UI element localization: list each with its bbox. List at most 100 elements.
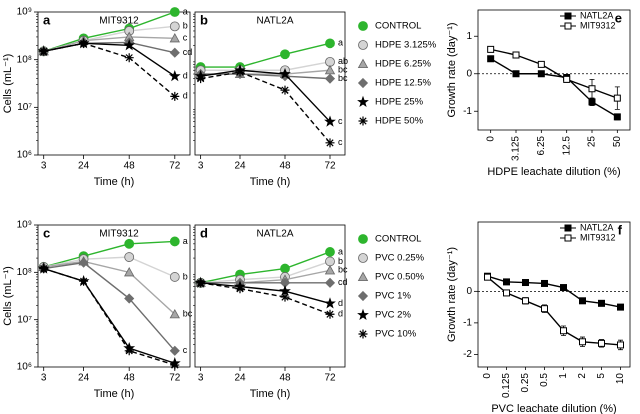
significance-label: bc: [338, 73, 348, 83]
data-point: [325, 247, 335, 257]
significance-label: d: [183, 71, 188, 81]
significance-label: c: [183, 345, 188, 355]
data-point: [588, 85, 596, 93]
data-point: [541, 305, 548, 313]
legend-label: HDPE 12.5%: [375, 78, 432, 89]
data-point: [169, 272, 180, 282]
data-point: [280, 263, 290, 274]
series-line: [200, 282, 331, 315]
y-tick-label: 1: [466, 31, 472, 42]
legend-label: PVC 0.25%: [375, 253, 425, 264]
y-axis-label: Cells (mL⁻¹): [2, 54, 14, 114]
y-tick-label: 10⁹: [17, 220, 32, 231]
data-point: [522, 297, 529, 305]
legend-label: HDPE 6.25%: [375, 59, 432, 70]
panel-title: MIT9312: [99, 229, 139, 240]
significance-label: bc: [338, 265, 348, 275]
y-tick-label: 0: [466, 68, 472, 79]
data-point: [325, 38, 335, 49]
legend-label: HDPE 25%: [375, 97, 424, 108]
panel-label: b: [200, 12, 208, 27]
plot-frame: [194, 224, 346, 368]
data-point: [579, 338, 586, 346]
x-tick-label: 0.125: [501, 373, 512, 398]
series-line: [490, 48, 618, 99]
panel-label: f: [618, 222, 623, 237]
significance-label: b: [183, 271, 188, 281]
data-point: [325, 309, 335, 319]
x-tick-label: 2: [577, 373, 588, 379]
significance-label: b: [183, 21, 188, 31]
y-tick-label: 10⁸: [17, 54, 32, 65]
data-point: [124, 346, 134, 356]
series-line: [43, 42, 176, 97]
x-tick-label: 10: [615, 373, 626, 385]
significance-label: cd: [338, 277, 348, 287]
data-point: [124, 238, 135, 249]
data-point: [280, 292, 290, 302]
y-tick-label: 10⁷: [17, 314, 32, 325]
series-line: [43, 260, 176, 315]
data-point: [169, 33, 180, 43]
series-line: [200, 71, 331, 144]
legend-label: MIT9312: [580, 20, 616, 30]
x-tick-label: 72: [324, 373, 336, 384]
y-tick-label: -1: [463, 318, 472, 329]
legend-marker: [358, 40, 368, 50]
series-line: [200, 69, 331, 123]
legend-label: HDPE 3.125%: [375, 40, 437, 51]
legend-marker: [358, 116, 368, 126]
data-point: [598, 339, 605, 347]
panel-label: a: [43, 12, 51, 27]
data-point: [324, 297, 336, 309]
data-point: [324, 277, 336, 288]
x-axis-label: Time (h): [94, 176, 135, 188]
panel-label: d: [200, 225, 208, 240]
series-line: [490, 58, 618, 118]
y-tick-label: -2: [463, 349, 472, 360]
significance-label: cd: [183, 47, 193, 57]
panel-label: e: [615, 10, 622, 25]
data-point: [487, 55, 495, 63]
data-point: [279, 67, 291, 80]
y-axis-label: Growth rate (day⁻¹): [446, 22, 458, 117]
data-point: [124, 53, 134, 63]
data-point: [124, 267, 135, 277]
significance-label: a: [338, 38, 343, 48]
x-tick-label: 1: [558, 373, 569, 379]
x-tick-label: 48: [279, 373, 291, 384]
legend-label: PVC 10%: [375, 329, 417, 340]
data-point: [123, 39, 136, 51]
legend-marker: [358, 253, 368, 263]
plot-frame: [477, 9, 631, 131]
series-line: [200, 42, 331, 68]
data-point: [484, 273, 491, 281]
significance-label: ab: [338, 56, 348, 66]
y-tick-label: -1: [463, 106, 472, 117]
data-point: [512, 70, 520, 78]
x-tick-label: 3: [198, 373, 204, 384]
legend-label: PVC 2%: [375, 310, 411, 321]
significance-label: d: [183, 91, 188, 101]
series-line: [200, 251, 331, 284]
data-point: [280, 85, 290, 95]
significance-label: a: [183, 6, 188, 16]
data-point: [124, 293, 135, 304]
significance-label: d: [338, 298, 343, 308]
significance-label: a: [183, 236, 188, 246]
data-point: [78, 257, 89, 268]
data-point: [196, 278, 206, 288]
x-tick-label: 72: [169, 161, 181, 172]
significance-label: b: [338, 256, 343, 266]
data-point: [598, 299, 605, 307]
x-axis-label: Time (h): [250, 388, 291, 400]
data-point: [563, 75, 571, 83]
data-point: [235, 67, 245, 77]
data-point: [280, 49, 290, 60]
x-tick-label: 25: [587, 136, 598, 148]
legend-marker: [564, 234, 572, 242]
series-line: [43, 267, 176, 366]
x-tick-label: 0.25: [520, 373, 531, 393]
legend-marker: [357, 58, 369, 68]
